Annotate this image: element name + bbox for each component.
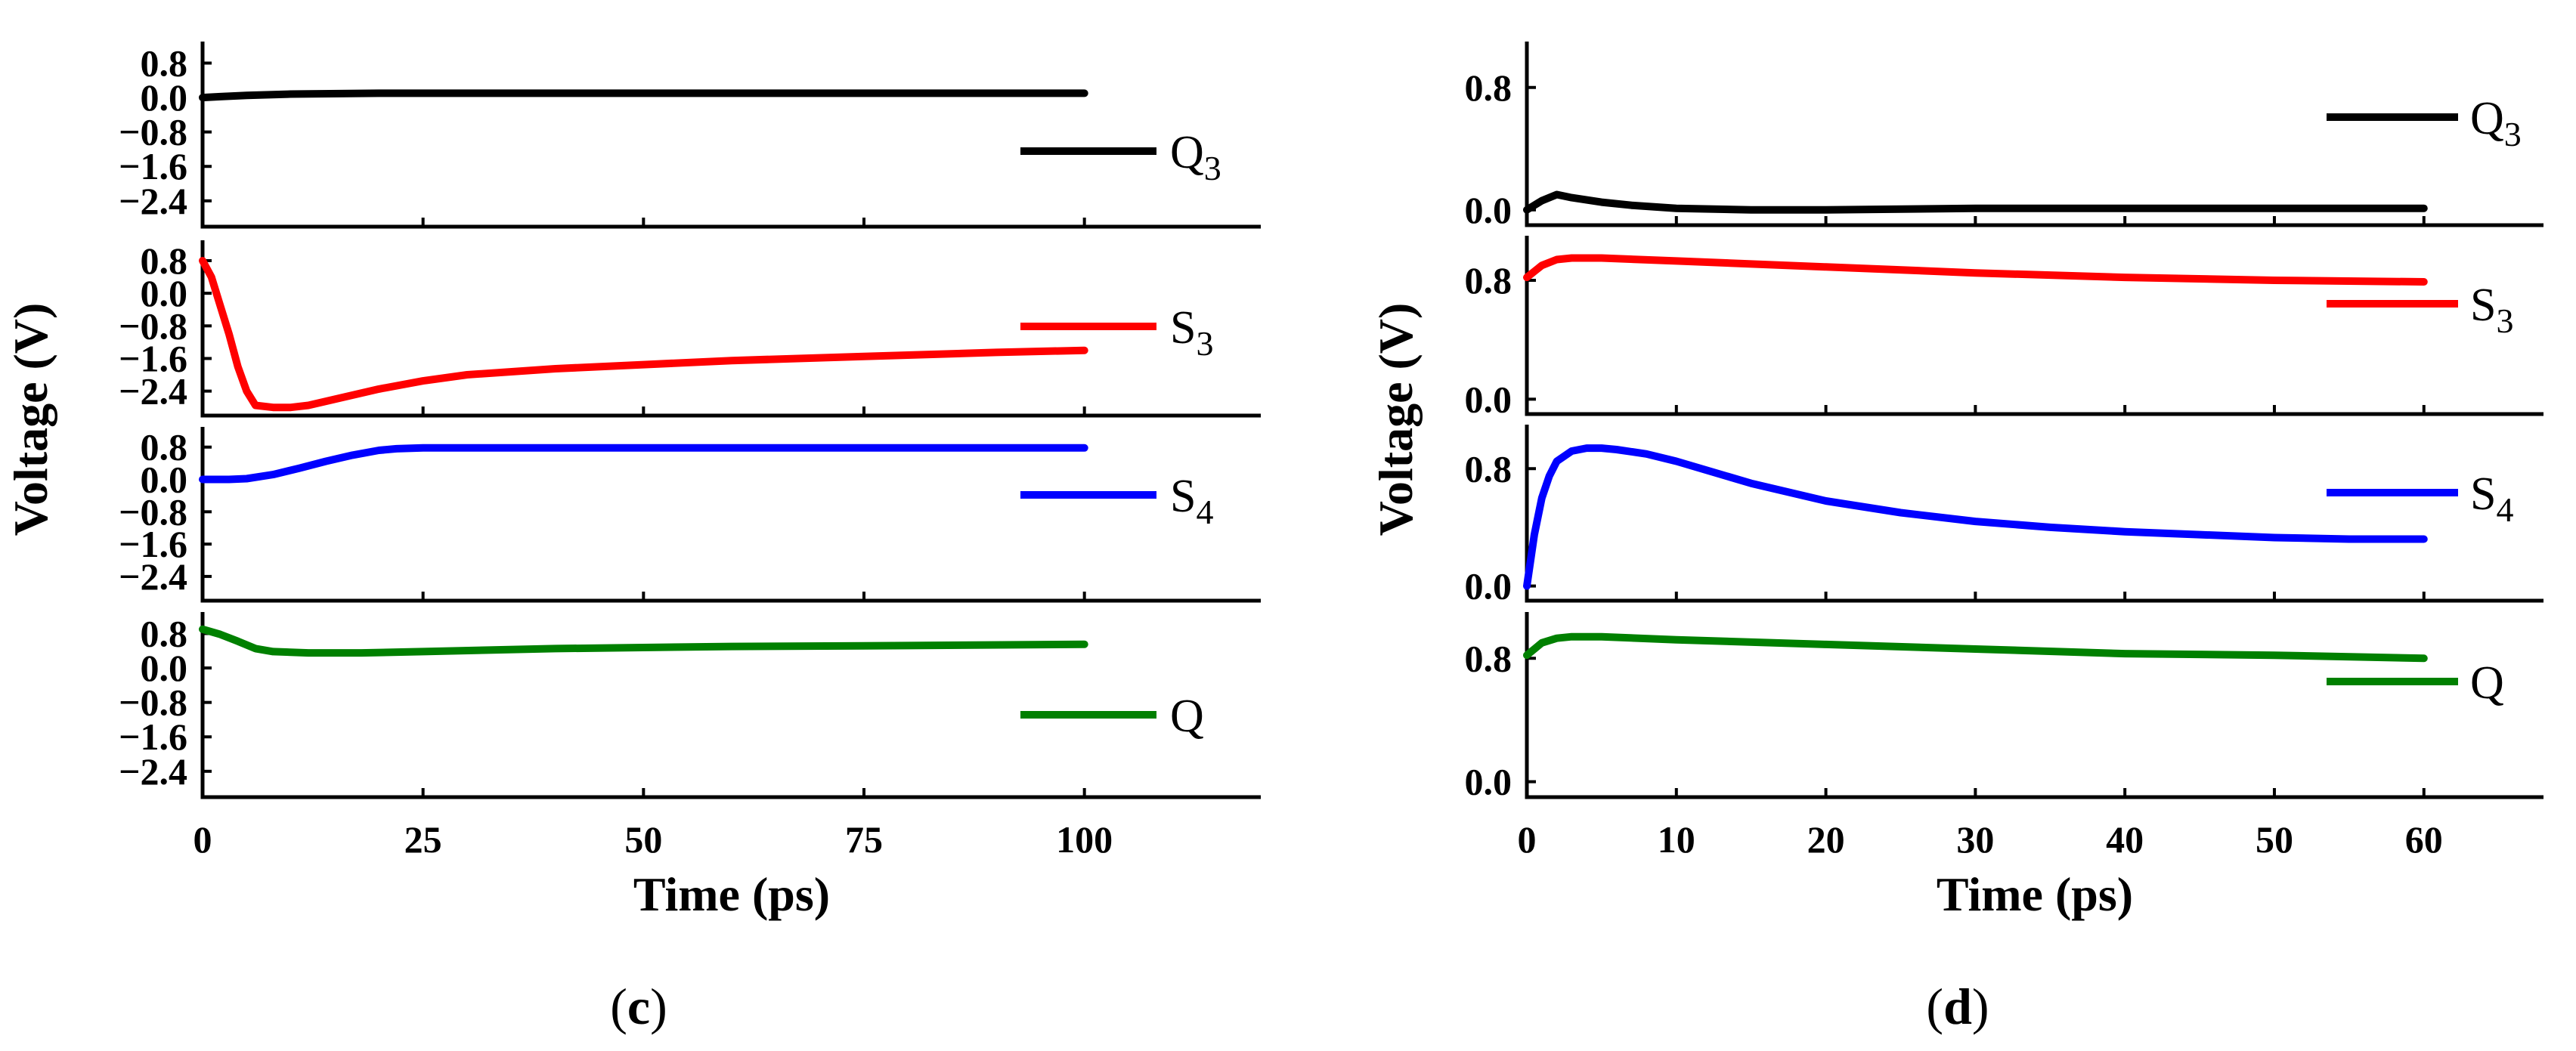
y-tick-label: 0.8 bbox=[1465, 66, 1512, 109]
subplot-Q3: 0.8 0.0 Q3 bbox=[1465, 42, 2543, 231]
legend-label-Q3: Q3 bbox=[2470, 93, 2522, 153]
series-line-Q bbox=[199, 625, 1088, 657]
panel-label: (c) bbox=[610, 978, 667, 1035]
y-tick-label: −0.8 bbox=[119, 682, 187, 724]
legend-label-Q: Q bbox=[2470, 657, 2504, 709]
subplot-axes bbox=[200, 612, 1261, 799]
y-tick-label: −0.8 bbox=[119, 490, 187, 533]
x-tick-label: 100 bbox=[1056, 818, 1113, 861]
subplot-S3: 0.80.0−0.8−1.6−2.4 S3 bbox=[119, 240, 1261, 418]
x-tick-label: 40 bbox=[2106, 818, 2144, 861]
y-tick-label: 0.0 bbox=[1465, 565, 1512, 607]
x-axis-label: Time (ps) bbox=[633, 867, 830, 921]
y-tick-label: 0.8 bbox=[141, 426, 188, 468]
x-axis-label: Time (ps) bbox=[1937, 867, 2133, 921]
x-tick-label: 20 bbox=[1807, 818, 1845, 861]
y-tick-label: 0.0 bbox=[141, 459, 188, 501]
series-line-Q3 bbox=[199, 89, 1088, 102]
series-line-Q bbox=[1523, 632, 2428, 663]
legend-label-S3: S3 bbox=[2470, 280, 2513, 340]
subplot-Q: 0.8 0.0 Q bbox=[1465, 612, 2543, 803]
y-tick-label: 0.8 bbox=[1465, 447, 1512, 490]
series-line-S4 bbox=[199, 444, 1088, 484]
subplot-axes bbox=[1525, 425, 2543, 603]
series-line-S3 bbox=[199, 257, 1088, 412]
y-tick-label: 0.0 bbox=[1465, 761, 1512, 803]
y-tick-label: 0.8 bbox=[141, 240, 188, 282]
y-tick-label: −0.8 bbox=[119, 111, 187, 153]
series-line-S4 bbox=[1523, 444, 2428, 590]
y-tick-label: 0.8 bbox=[1465, 259, 1512, 301]
y-tick-label: −1.6 bbox=[119, 716, 187, 758]
series-line-Q3 bbox=[1523, 190, 2428, 214]
x-tick-label: 60 bbox=[2405, 818, 2443, 861]
x-tick-label: 10 bbox=[1658, 818, 1695, 861]
y-tick-label: −2.4 bbox=[119, 180, 187, 222]
subplot-axes bbox=[1525, 42, 2543, 227]
x-tick-label: 30 bbox=[1956, 818, 1994, 861]
y-tick-label: −1.6 bbox=[119, 337, 187, 379]
legend-label-Q3: Q3 bbox=[1170, 127, 1221, 187]
y-tick-label: −1.6 bbox=[119, 523, 187, 565]
x-tick-label: 75 bbox=[845, 818, 883, 861]
chart-panel-0: 0.80.0−0.8−1.6−2.4Q30.80.0−0.8−1.6−2.4S3… bbox=[4, 42, 1261, 1035]
y-tick-label: 0.8 bbox=[141, 612, 188, 654]
subplot-Q3: 0.80.0−0.8−1.6−2.4 Q3 bbox=[119, 42, 1261, 229]
y-tick-label: −2.4 bbox=[119, 370, 187, 413]
y-tick-label: 0.0 bbox=[141, 76, 188, 119]
y-axis-label: Voltage (V) bbox=[1369, 303, 1423, 536]
panel-label: (d) bbox=[1926, 978, 1989, 1035]
subplot-Q: 0.80.0−0.8−1.6−2.4 Q bbox=[119, 612, 1261, 799]
chart-panel-1: 0.8 0.0 Q3 0.8 0.0 S3 0.8 0.0 S4 0.8 0.0 Q 0 10 20 30 40… bbox=[1369, 42, 2543, 1035]
y-tick-label: 0.0 bbox=[141, 647, 188, 689]
x-tick-label: 0 bbox=[1518, 818, 1537, 861]
y-tick-label: 0.0 bbox=[141, 272, 188, 314]
legend-label-S4: S4 bbox=[1170, 471, 1213, 531]
subplot-S4: 0.80.0−0.8−1.6−2.4 S4 bbox=[119, 426, 1261, 603]
y-tick-label: −2.4 bbox=[119, 555, 187, 598]
y-tick-label: 0.0 bbox=[1465, 378, 1512, 420]
y-tick-label: 0.8 bbox=[1465, 637, 1512, 679]
x-tick-label: 25 bbox=[404, 818, 442, 861]
y-tick-label: −0.8 bbox=[119, 304, 187, 347]
legend-label-Q: Q bbox=[1170, 691, 1204, 742]
y-tick-label: 0.8 bbox=[141, 42, 188, 84]
y-tick-label: −2.4 bbox=[119, 750, 187, 793]
subplot-S4: 0.8 0.0 S4 bbox=[1465, 425, 2543, 607]
y-tick-label: −1.6 bbox=[119, 145, 187, 187]
x-tick-label: 0 bbox=[194, 818, 212, 861]
legend-label-S4: S4 bbox=[2470, 468, 2513, 529]
y-tick-label: 0.0 bbox=[1465, 189, 1512, 231]
subplot-S3: 0.8 0.0 S3 bbox=[1465, 236, 2543, 420]
series-line-S3 bbox=[1523, 254, 2428, 286]
x-tick-label: 50 bbox=[624, 818, 662, 861]
legend-label-S3: S3 bbox=[1170, 302, 1213, 363]
subplot-axes bbox=[200, 42, 1261, 229]
y-axis-label: Voltage (V) bbox=[4, 303, 57, 536]
x-tick-label: 50 bbox=[2256, 818, 2293, 861]
